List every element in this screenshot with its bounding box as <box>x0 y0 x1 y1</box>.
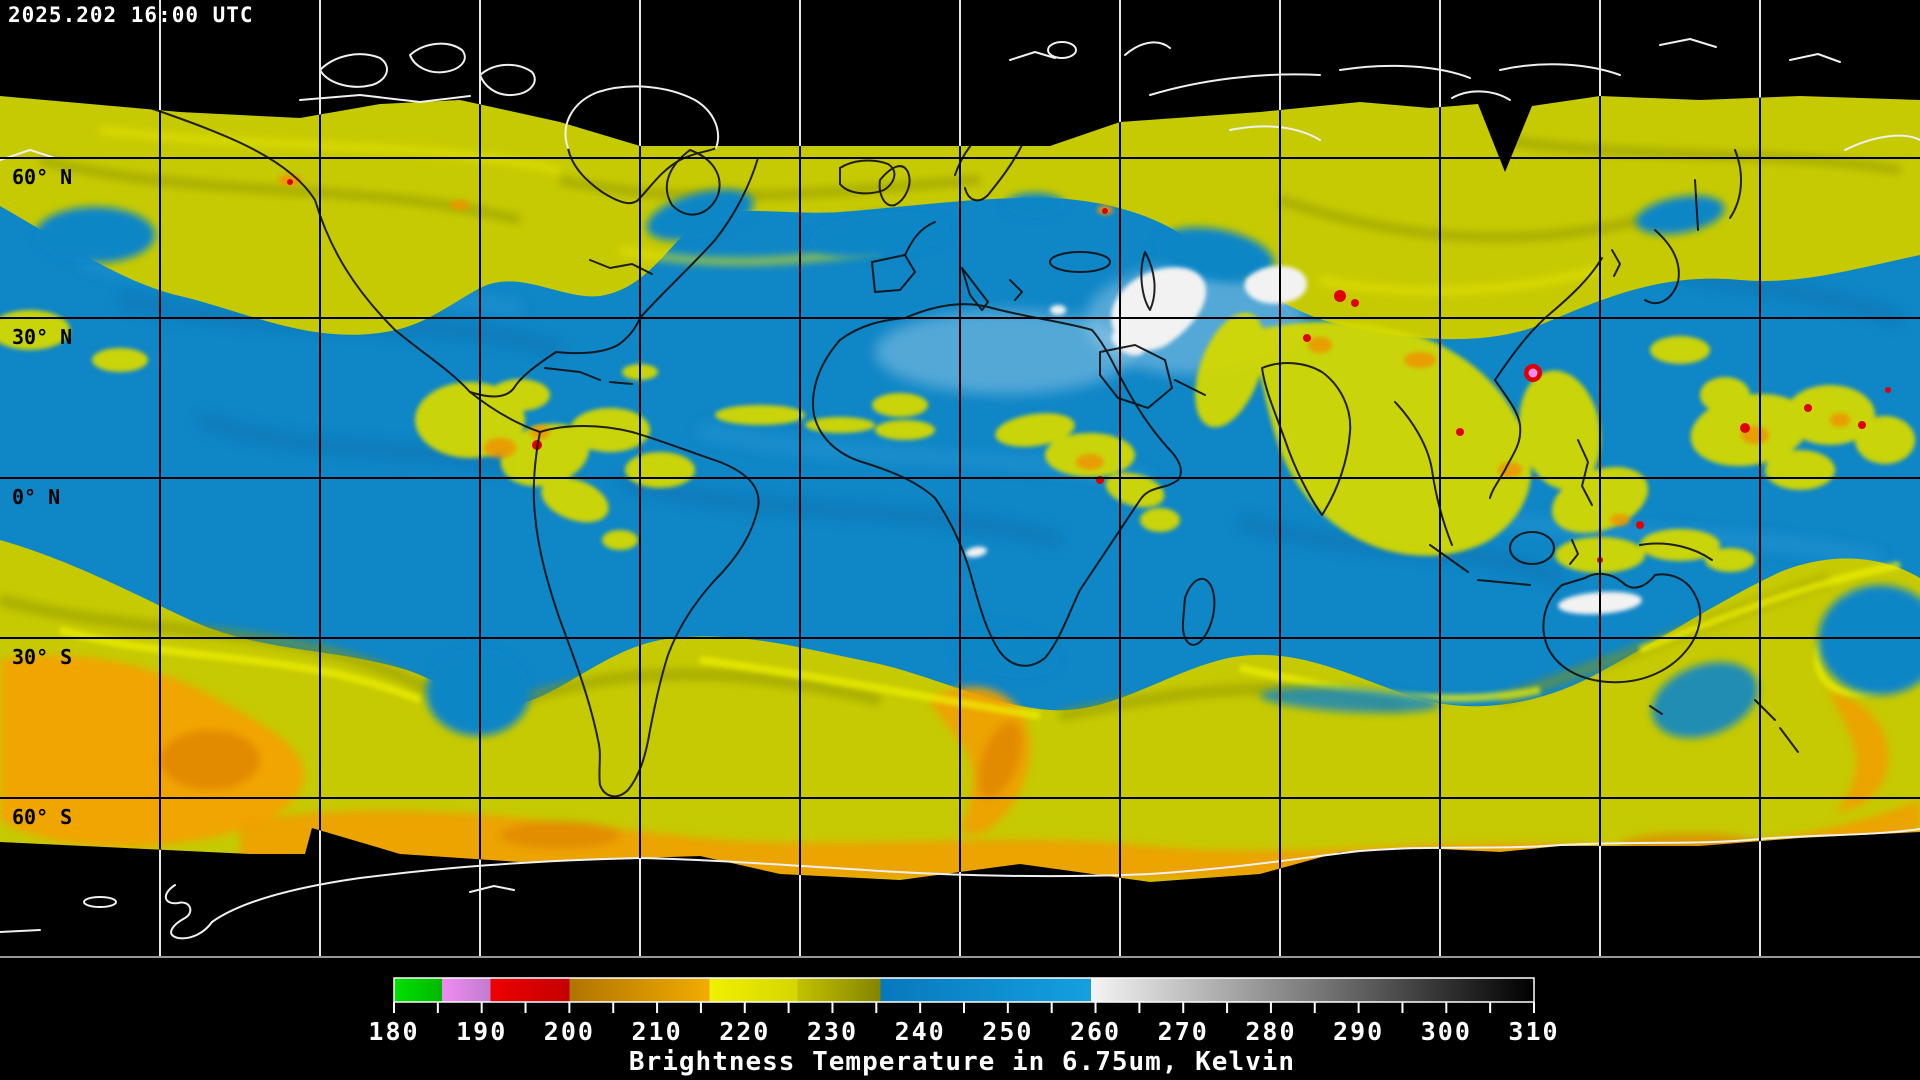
warm-surface-white-patches <box>965 265 1642 615</box>
colorbar-tick-label: 300 <box>1421 1017 1472 1046</box>
blue-gaps-north <box>35 189 1725 283</box>
timestamp-label: 2025.202 16:00 UTC <box>8 3 254 27</box>
colorbar-tick-label: 310 <box>1508 1017 1559 1046</box>
latitude-label: 30° N <box>12 325 72 349</box>
colorbar-gradient-bar <box>393 977 1535 1003</box>
latitude-label: 30° S <box>12 645 72 669</box>
colorbar-ticks: 180 190 200 210 220 230 240 250 260 270 280 290 300 3… <box>368 1002 1559 1046</box>
colorbar-tick-label: 210 <box>631 1017 682 1046</box>
coastlines-over-space <box>0 38 1920 940</box>
colorbar-tick-label: 270 <box>1158 1017 1209 1046</box>
latitude-label: 60° N <box>12 165 72 189</box>
latitude-labels: 60° N 30° N 0° N 30° S 60° S <box>12 165 72 829</box>
graticule-over-data <box>0 96 1920 882</box>
colorbar-tick-label: 200 <box>544 1017 595 1046</box>
colorbar-tick-label: 250 <box>982 1017 1033 1046</box>
colorbar-tick-label: 240 <box>895 1017 946 1046</box>
colorbar-tick-label: 280 <box>1245 1017 1296 1046</box>
blue-gaps-south <box>426 585 1920 738</box>
colorbar-title: Brightness Temperature in 6.75um, Kelvin <box>629 1047 1295 1077</box>
colorbar-tick-label: 220 <box>719 1017 770 1046</box>
colorbar-tick-label: 260 <box>1070 1017 1121 1046</box>
violet-typhoon-core <box>1528 368 1538 378</box>
colorbar-tick-label: 230 <box>807 1017 858 1046</box>
colorbar: 180 190 200 210 220 230 240 250 260 270 280 290 300 3… <box>368 977 1559 1077</box>
colorbar-tick-label: 290 <box>1333 1017 1384 1046</box>
coastlines-over-data <box>149 107 1799 798</box>
colorbar-tick-label: 180 <box>368 1017 419 1046</box>
colorbar-tick-label: 190 <box>456 1017 507 1046</box>
latitude-label: 0° N <box>12 485 60 509</box>
latitude-label: 60° S <box>12 805 72 829</box>
